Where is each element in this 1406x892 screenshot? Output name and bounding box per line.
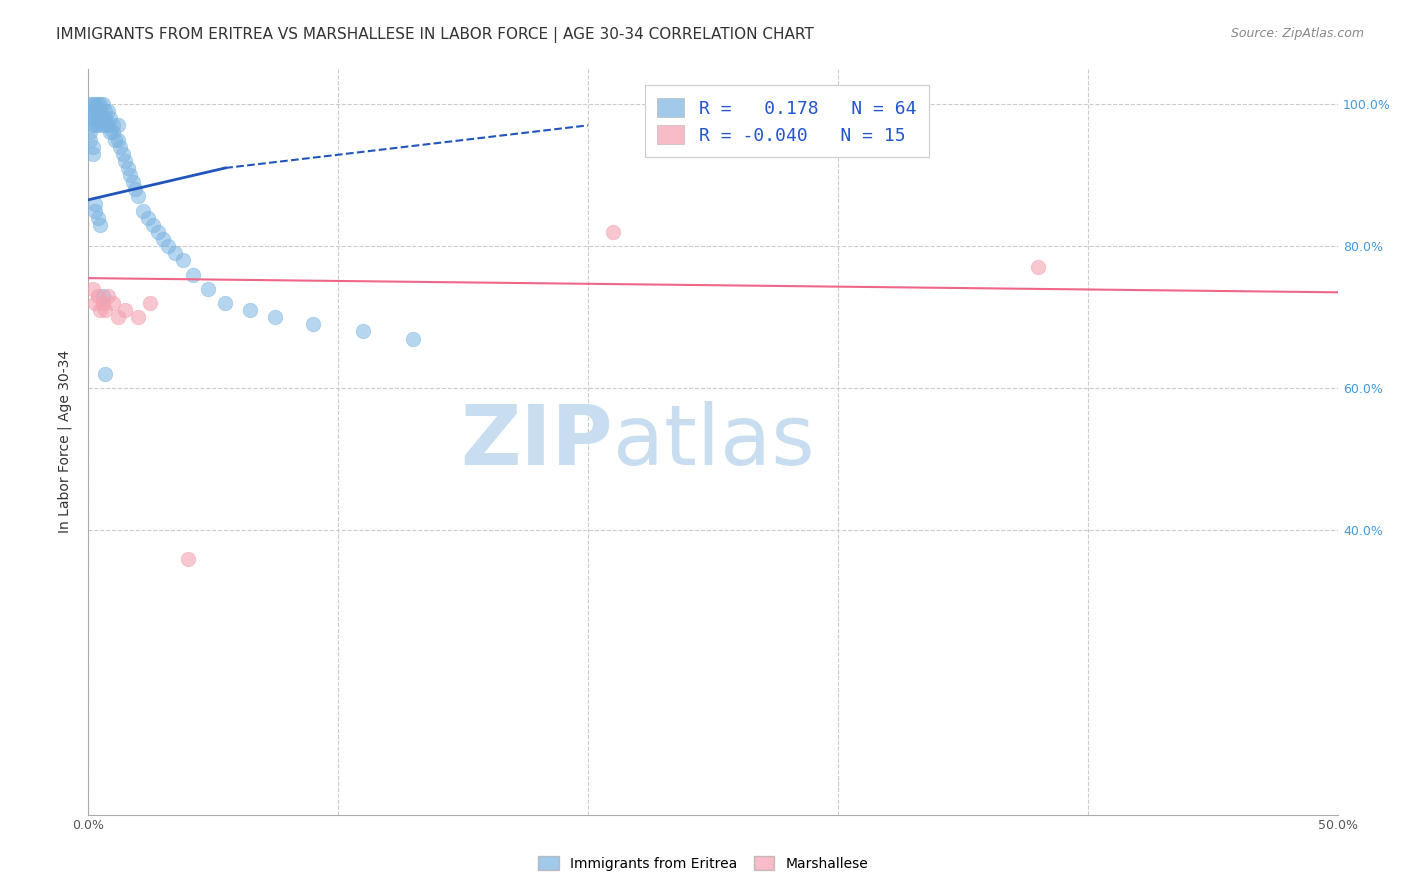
Point <box>82 112 104 126</box>
Point <box>1026 260 1049 275</box>
Point <box>136 211 159 225</box>
Point <box>91 112 114 126</box>
Point <box>197 282 219 296</box>
Point <box>84 112 107 126</box>
Point <box>107 132 129 146</box>
Point <box>91 289 114 303</box>
Point <box>79 104 101 119</box>
Point <box>84 104 107 119</box>
Point <box>142 218 165 232</box>
Point <box>152 232 174 246</box>
Point <box>214 296 236 310</box>
Point <box>94 367 117 381</box>
Point <box>98 112 121 126</box>
Point <box>101 296 124 310</box>
Legend: Immigrants from Eritrea, Marshallese: Immigrants from Eritrea, Marshallese <box>531 851 875 876</box>
Point <box>82 282 104 296</box>
Point <box>84 119 107 133</box>
Point <box>101 119 124 133</box>
Point <box>86 119 108 133</box>
Point <box>98 126 121 140</box>
Point <box>79 97 101 112</box>
Point <box>107 310 129 325</box>
Point <box>172 253 194 268</box>
Point <box>111 146 134 161</box>
Point <box>146 225 169 239</box>
Point <box>131 203 153 218</box>
Point <box>120 168 142 182</box>
Point <box>91 296 114 310</box>
Y-axis label: In Labor Force | Age 30-34: In Labor Force | Age 30-34 <box>58 350 72 533</box>
Point <box>86 289 108 303</box>
Point <box>165 246 187 260</box>
Point <box>94 112 117 126</box>
Point <box>127 189 149 203</box>
Point <box>181 268 204 282</box>
Point <box>139 296 162 310</box>
Point <box>97 289 120 303</box>
Point <box>79 132 101 146</box>
Point <box>177 551 200 566</box>
Point <box>82 119 104 133</box>
Point <box>402 331 425 345</box>
Point <box>97 119 120 133</box>
Point <box>84 296 107 310</box>
Point <box>108 139 131 153</box>
Legend: R =   0.178   N = 64, R = -0.040   N = 15: R = 0.178 N = 64, R = -0.040 N = 15 <box>645 85 929 157</box>
Point <box>101 126 124 140</box>
Point <box>84 97 107 112</box>
Text: IMMIGRANTS FROM ERITREA VS MARSHALLESE IN LABOR FORCE | AGE 30-34 CORRELATION CH: IMMIGRANTS FROM ERITREA VS MARSHALLESE I… <box>56 27 814 43</box>
Point <box>124 182 146 196</box>
Point <box>127 310 149 325</box>
Point <box>602 225 624 239</box>
Point <box>86 104 108 119</box>
Point <box>114 153 136 168</box>
Point <box>91 119 114 133</box>
Point <box>79 126 101 140</box>
Point <box>352 325 374 339</box>
Point <box>89 303 111 318</box>
Point <box>264 310 287 325</box>
Point <box>156 239 179 253</box>
Point <box>117 161 139 175</box>
Point <box>84 203 107 218</box>
Point <box>94 104 117 119</box>
Point <box>94 303 117 318</box>
Text: atlas: atlas <box>613 401 814 482</box>
Text: ZIP: ZIP <box>460 401 613 482</box>
Point <box>84 196 107 211</box>
Text: Source: ZipAtlas.com: Source: ZipAtlas.com <box>1230 27 1364 40</box>
Point <box>97 104 120 119</box>
Point <box>114 303 136 318</box>
Point <box>94 119 117 133</box>
Point <box>89 112 111 126</box>
Point <box>89 97 111 112</box>
Point <box>82 139 104 153</box>
Point <box>86 97 108 112</box>
Point <box>104 132 127 146</box>
Point <box>86 211 108 225</box>
Point <box>89 218 111 232</box>
Point <box>107 119 129 133</box>
Point <box>301 318 323 332</box>
Point <box>89 104 111 119</box>
Point <box>121 175 143 189</box>
Point <box>91 97 114 112</box>
Point <box>82 97 104 112</box>
Point <box>82 146 104 161</box>
Point <box>239 303 262 318</box>
